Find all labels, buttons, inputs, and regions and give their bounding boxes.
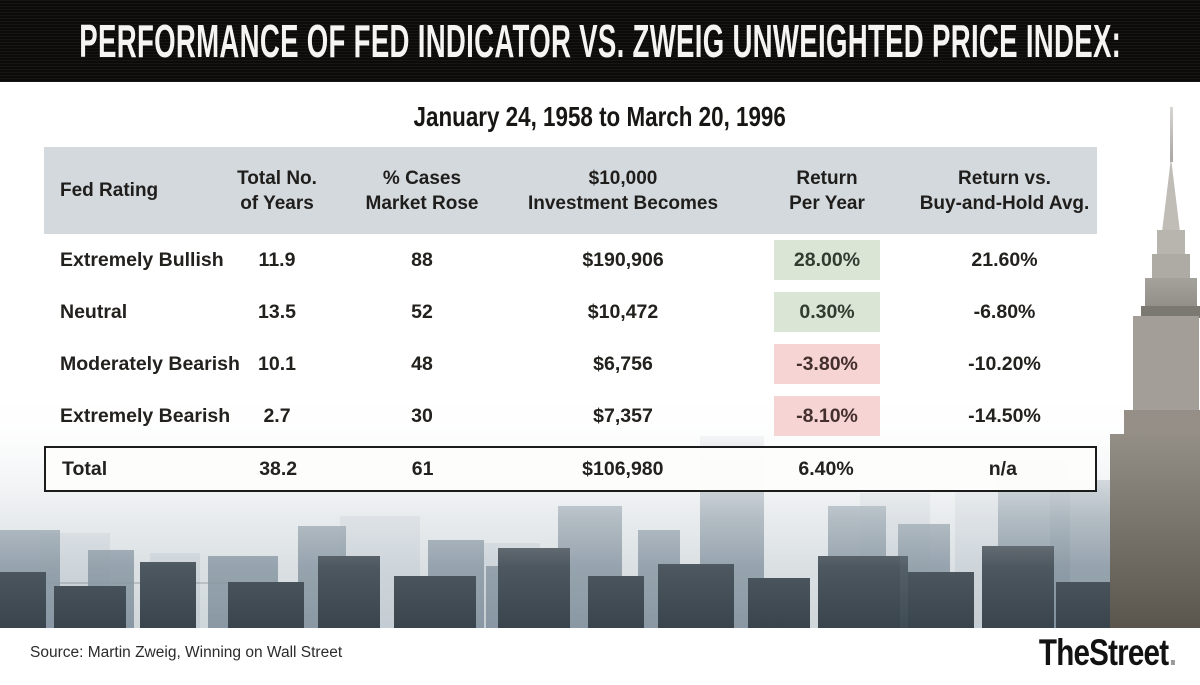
- total-return: 6.40%: [798, 457, 854, 480]
- investment-cell: $10,472: [587, 300, 659, 323]
- cases-cell: 88: [411, 248, 433, 271]
- return-cell: -8.10%: [742, 396, 912, 436]
- rating-cell: Extremely Bearish: [60, 404, 231, 427]
- header-cases-market-rose: % Cases Market Rose: [365, 167, 479, 214]
- rating-cell: Extremely Bullish: [60, 248, 224, 271]
- total-cases: 61: [411, 457, 434, 480]
- table-row-neutral: Neutral 13.5 52 $10,472 0.30% -6.80%: [44, 286, 1097, 338]
- empire-state-building: [0, 82, 1200, 628]
- date-range-subtitle: January 24, 1958 to March 20, 1996: [413, 101, 787, 132]
- esb-antenna: [1170, 107, 1173, 162]
- return-highlight: 28.00%: [774, 240, 880, 280]
- return-highlight: -8.10%: [774, 396, 880, 436]
- table-body: Extremely Bullish 11.9 88 $190,906 28.00…: [44, 234, 1097, 442]
- source-attribution: Source: Martin Zweig, Winning on Wall St…: [30, 644, 343, 661]
- page-title: PERFORMANCE OF FED INDICATOR VS. ZWEIG U…: [79, 15, 1121, 67]
- footer-band: Source: Martin Zweig, Winning on Wall St…: [0, 628, 1200, 685]
- years-cell: 2.7: [263, 404, 291, 427]
- title-banner: PERFORMANCE OF FED INDICATOR VS. ZWEIG U…: [0, 0, 1200, 82]
- header-return-vs-buyhold: Return vs. Buy-and-Hold Avg.: [919, 167, 1090, 214]
- table-row-extremely-bullish: Extremely Bullish 11.9 88 $190,906 28.00…: [44, 234, 1097, 286]
- vs-buyhold-cell: 21.60%: [971, 248, 1038, 271]
- cases-cell: 48: [411, 352, 433, 375]
- total-investment: $106,980: [582, 457, 664, 480]
- return-cell: -3.80%: [742, 344, 912, 384]
- rating-cell: Moderately Bearish: [60, 352, 240, 375]
- vs-buyhold-cell: -14.50%: [968, 404, 1041, 427]
- investment-cell: $190,906: [582, 248, 664, 271]
- table-header-row: Fed Rating Total No. of Years % Cases Ma…: [44, 147, 1097, 234]
- fed-indicator-table: Fed Rating Total No. of Years % Cases Ma…: [44, 147, 1097, 492]
- cases-cell: 30: [411, 404, 433, 427]
- rating-cell: Neutral: [60, 300, 128, 323]
- years-cell: 11.9: [258, 248, 296, 271]
- return-highlight: 0.30%: [774, 292, 880, 332]
- thestreet-logo-text: TheStreet: [1039, 632, 1169, 673]
- investment-cell: $6,756: [593, 352, 653, 375]
- years-cell: 10.1: [258, 352, 296, 375]
- table-total-row: Total 38.2 61 $106,980 6.40% n/a: [44, 446, 1097, 492]
- date-range-wrap: January 24, 1958 to March 20, 1996: [0, 96, 1200, 138]
- vs-buyhold-cell: -10.20%: [968, 352, 1041, 375]
- header-fed-rating: Fed Rating: [60, 180, 159, 201]
- cases-cell: 52: [411, 300, 433, 323]
- total-vs-buyhold: n/a: [988, 457, 1017, 480]
- thestreet-logo: TheStreet: [1039, 632, 1175, 682]
- return-cell: 28.00%: [742, 240, 912, 280]
- thestreet-logo-dot: [1171, 660, 1175, 665]
- total-label: Total: [62, 457, 108, 480]
- table-row-moderately-bearish: Moderately Bearish 10.1 48 $6,756 -3.80%…: [44, 338, 1097, 390]
- header-return-per-year: Return Per Year: [789, 167, 865, 214]
- header-total-years: Total No. of Years: [237, 167, 317, 214]
- years-cell: 13.5: [258, 300, 296, 323]
- investment-cell: $7,357: [593, 404, 653, 427]
- return-cell: 0.30%: [742, 292, 912, 332]
- return-highlight: -3.80%: [774, 344, 880, 384]
- table-row-extremely-bearish: Extremely Bearish 2.7 30 $7,357 -8.10% -…: [44, 390, 1097, 442]
- header-investment-becomes: $10,000 Investment Becomes: [527, 167, 719, 214]
- vs-buyhold-cell: -6.80%: [973, 300, 1036, 323]
- total-years: 38.2: [259, 457, 298, 480]
